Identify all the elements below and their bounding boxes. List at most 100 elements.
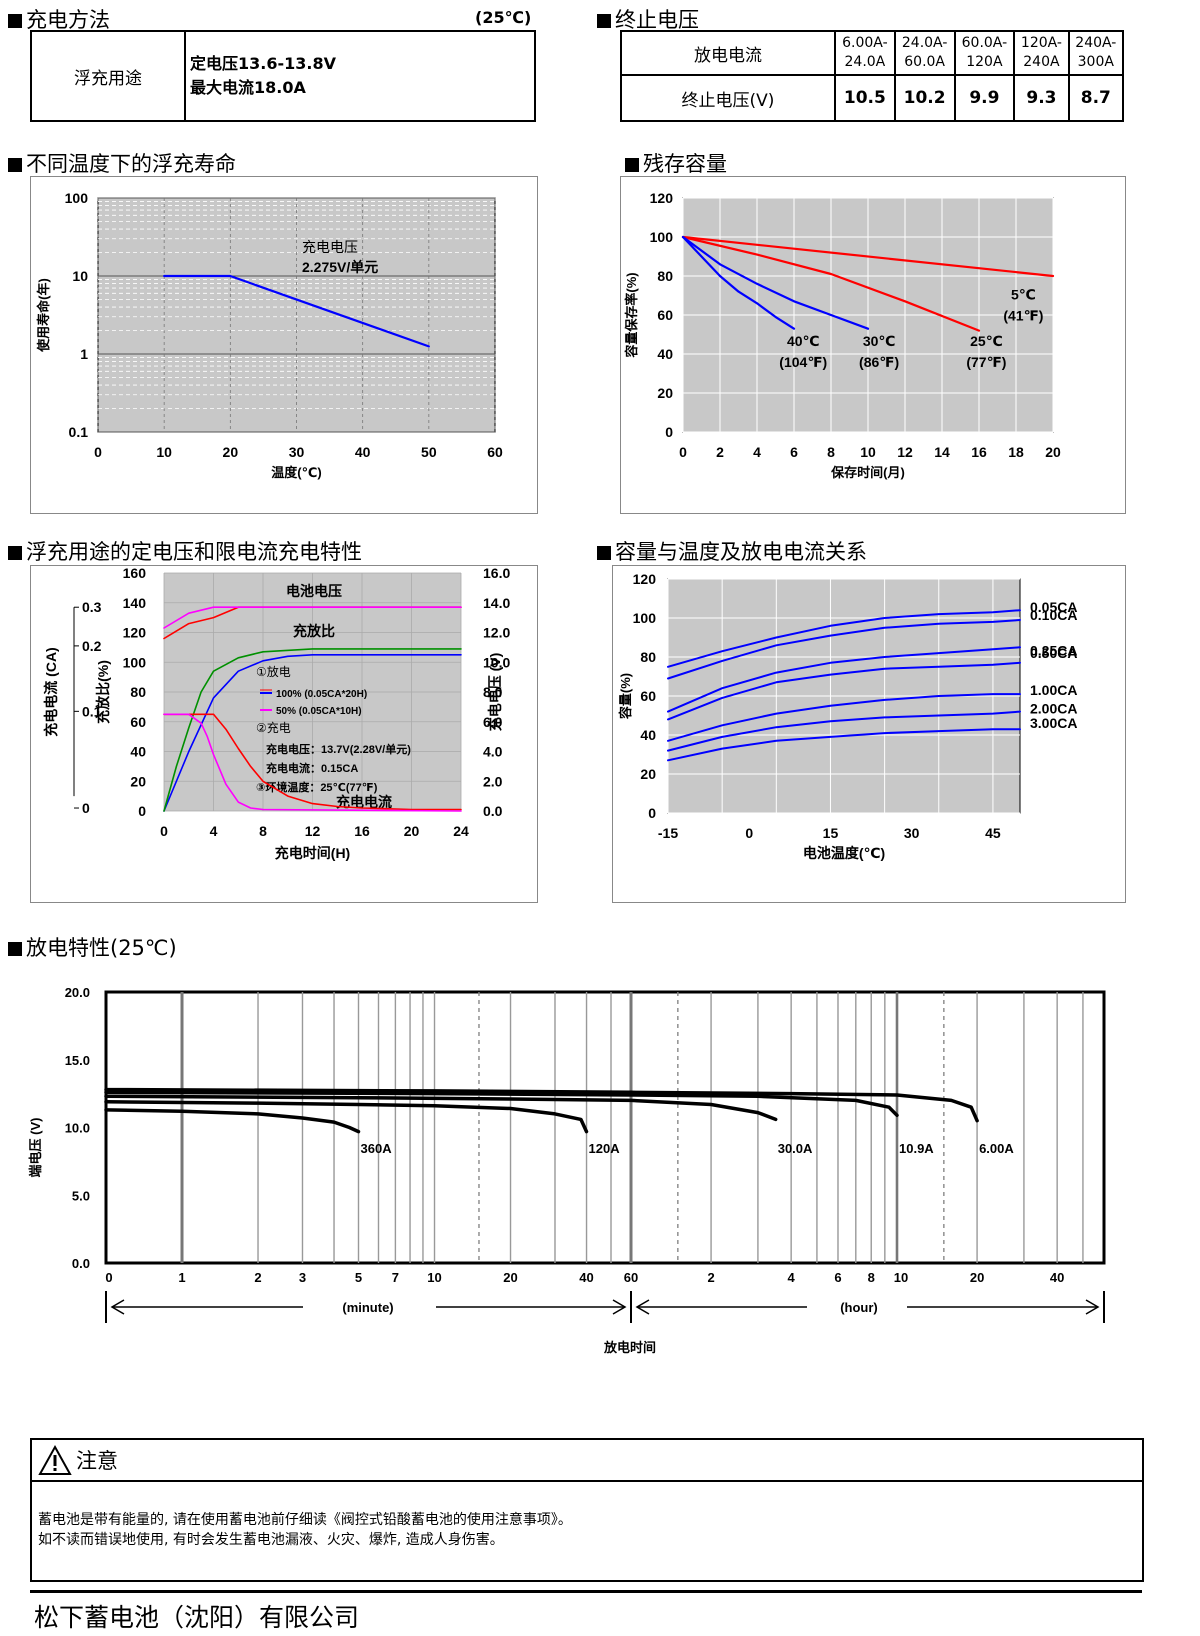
endv-range-cell: 240A- 300A: [1067, 30, 1125, 76]
section-discharge-label: 放电特性(25℃): [26, 936, 177, 960]
annotation-line2: 2.275V/单元: [302, 259, 378, 275]
endv-range-from: 24.0A-: [901, 35, 948, 51]
x-tick-label-minute: 40: [579, 1270, 593, 1285]
y-tick-label: 80: [640, 649, 656, 665]
x-tick-label-hour: 6: [834, 1270, 841, 1285]
y-right-tick-label: 10.0: [483, 654, 510, 670]
square-bullet-icon: [597, 546, 611, 560]
series-label: 120A: [589, 1141, 621, 1156]
y-right-tick-label: 12.0: [483, 625, 510, 641]
y-right-tick-label: 4.0: [483, 744, 503, 760]
endv-range-cell: 24.0A- 60.0A: [893, 30, 956, 76]
label-charge-ratio: 充放比: [293, 623, 335, 639]
section-float-life-title: 不同温度下的浮充寿命: [8, 148, 236, 178]
y-tick-label: 5.0: [72, 1188, 90, 1203]
series-line: [681, 235, 870, 330]
series-line: [163, 654, 462, 812]
x-axis-label: 放电时间: [603, 1340, 656, 1355]
x-tick-label: 40: [355, 444, 371, 460]
endv-voltage-cell: 9.9: [953, 74, 1016, 122]
y-tick-label: 40: [640, 727, 656, 743]
series-label: 30.0A: [778, 1141, 813, 1156]
section-residual-title: 残存容量: [625, 148, 727, 178]
endv-range-to: 300A: [1077, 54, 1114, 70]
x-axis-label: 电池温度(℃): [803, 845, 885, 861]
series-line: [681, 235, 1055, 278]
x-tick-label: 8: [259, 823, 267, 839]
cap-temp-frame: [612, 565, 1126, 903]
float-char-chart: 0 4 8 12 16 20 24 0 0.0 20 2.0 40 4.0 60 6.0 80 8.0 100 10…: [43, 565, 510, 861]
series-label: 10.9A: [899, 1141, 934, 1156]
y-tick-label: 100: [650, 229, 674, 245]
charging-temp: (25℃): [475, 8, 532, 27]
y-axis-label: 充放比(%): [95, 660, 111, 724]
y-tick-label: 40: [130, 744, 146, 760]
y-tick-label: 60: [640, 688, 656, 704]
series-label: 0.25CA: [1030, 642, 1077, 658]
x-axis-label: 温度(℃): [271, 465, 321, 480]
x-tick-label-hour: 4: [788, 1270, 796, 1285]
series-line: [163, 713, 462, 812]
label-d50: 50% (0.05CA*10H): [276, 706, 362, 717]
section-cap-temp-label: 容量与温度及放电电流关系: [615, 540, 867, 564]
x-tick-label: 12: [305, 823, 321, 839]
charging-spec: 定电压13.6-13.8V 最大电流18.0A: [185, 31, 535, 121]
y-tick-label: 140: [123, 595, 147, 611]
plot-area: [104, 990, 1106, 1265]
charging-spec-voltage: 定电压13.6-13.8V: [190, 54, 336, 73]
series-line: [681, 235, 981, 332]
warning-triangle-icon: [38, 1444, 72, 1475]
series-line: [163, 274, 430, 348]
series-label: 360A: [361, 1141, 393, 1156]
y-tick-label: 20: [657, 385, 673, 401]
x-tick-label-minute: 2: [254, 1270, 261, 1285]
series-sublabel: (104℉): [779, 354, 827, 370]
y-tick-label: 100: [65, 190, 89, 206]
x-tick-label: 20: [404, 823, 420, 839]
section-cap-temp-title: 容量与温度及放电电流关系: [597, 536, 867, 566]
square-bullet-icon: [8, 546, 22, 560]
label-charge-current: 充电电流: [336, 794, 392, 810]
endv-range-to: 240A: [1023, 54, 1060, 70]
x-tick-label: 8: [827, 444, 835, 460]
square-bullet-icon: [8, 14, 22, 28]
series-label: 1.00CA: [1030, 682, 1077, 698]
outer-tick-label: 0.1: [82, 703, 102, 719]
arrow-head-icon: [612, 1299, 627, 1315]
x-tick-label: 15: [823, 825, 839, 841]
end-voltage-table: 放电电流 6.00A- 24.0A 24.0A- 60.0A 60.0A- 120A …: [620, 30, 1125, 122]
label-battery-voltage: 电池电压: [286, 583, 342, 599]
x-tick-label: 20: [223, 444, 239, 460]
y-tick-label: 0: [648, 805, 656, 821]
x-tick-label: 0: [745, 825, 753, 841]
charging-label: 浮充用途: [31, 31, 186, 121]
x-tick-label-hour: 20: [970, 1270, 984, 1285]
series-line: [681, 235, 796, 330]
y-tick-label: 100: [123, 654, 147, 670]
section-float-char-label: 浮充用途的定电压和限电流充电特性: [26, 540, 362, 564]
series-line: [667, 728, 1021, 762]
y-right-tick-label: 6.0: [483, 714, 503, 730]
section-endv-title: 终止电压: [597, 4, 699, 34]
series-line: [667, 710, 1021, 752]
label-cc: 充电电流：0.15CA: [266, 761, 358, 775]
label-cv: 充电电压：13.7V(2.28V/单元): [266, 742, 411, 756]
series-label: 0.10CA: [1030, 607, 1077, 623]
y-tick-label: 60: [657, 307, 673, 323]
endv-voltage-cell: 10.2: [893, 74, 956, 122]
y-tick-label: 20: [640, 766, 656, 782]
y-right-tick-label: 0.0: [483, 803, 503, 819]
cap-temp-chart: -15 0 15 30 45020406080100120电池温度(℃)容量(%)0.0…: [618, 571, 1077, 861]
label-d100: 100% (0.05CA*20H): [276, 689, 367, 700]
y-tick-label: 160: [123, 565, 147, 581]
x-tick-label: 20: [1045, 444, 1061, 460]
series-line: [104, 1108, 361, 1134]
x-tick-label: 4: [210, 823, 218, 839]
outer-axis-label: 充电电流 (CA): [43, 647, 59, 736]
y-tick-label: 0: [138, 803, 146, 819]
x-tick-label-hour: 10: [894, 1270, 908, 1285]
y-tick-label: 40: [657, 346, 673, 362]
y-tick-label: 0: [665, 424, 673, 440]
x-tick-label: 16: [971, 444, 987, 460]
series-line: [104, 1090, 899, 1118]
